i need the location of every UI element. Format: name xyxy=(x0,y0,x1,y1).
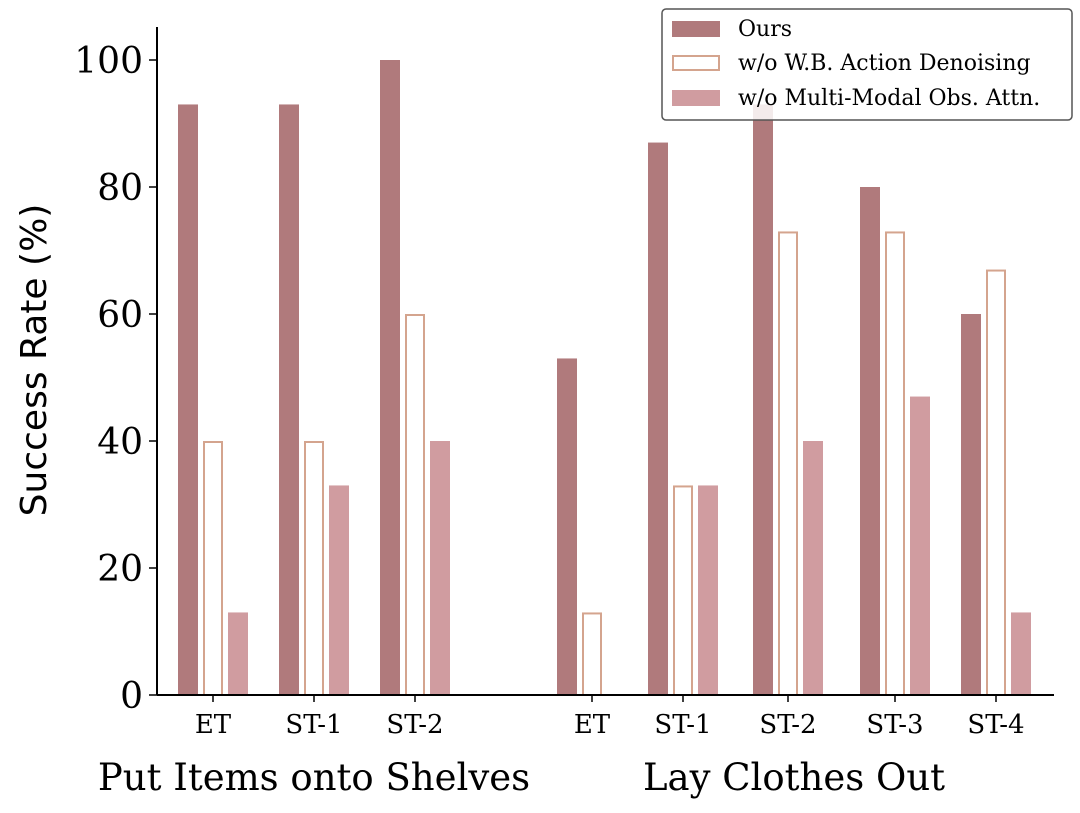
bar-ours-0-2 xyxy=(380,60,400,695)
group-label: Lay Clothes Out xyxy=(643,756,945,799)
x-tick-label: ET xyxy=(195,710,232,740)
y-tick-label: 60 xyxy=(97,295,143,336)
bar-ours-1-1 xyxy=(648,142,668,696)
x-tick-label: ST-4 xyxy=(967,710,1024,740)
legend-label: w/o Multi-Modal Obs. Attn. xyxy=(738,86,1040,111)
bar-ours-1-2 xyxy=(753,104,773,695)
y-tick-label: 20 xyxy=(97,549,143,590)
legend-label: w/o W.B. Action Denoising xyxy=(738,51,1031,76)
bar-w-o-multi-modal-obs-attn--1-3 xyxy=(910,396,930,695)
bar-w-o-multi-modal-obs-attn--1-4 xyxy=(1011,612,1031,695)
bar-w-o-w-b-action-denoising-1-0 xyxy=(582,612,602,697)
bar-w-o-w-b-action-denoising-1-1 xyxy=(673,485,693,697)
legend-box xyxy=(661,8,1073,121)
bar-w-o-w-b-action-denoising-1-4 xyxy=(986,269,1006,696)
x-tick-label: ST-2 xyxy=(386,710,443,740)
bar-ours-0-0 xyxy=(178,104,198,695)
x-tick-label: ST-1 xyxy=(654,710,711,740)
legend-label: Ours xyxy=(738,17,792,42)
y-tick-label: 40 xyxy=(97,422,143,463)
bar-ours-1-3 xyxy=(860,187,880,695)
y-axis-title: Success Rate (%) xyxy=(14,204,55,517)
x-tick-label: ST-1 xyxy=(285,710,342,740)
bar-ours-1-4 xyxy=(961,314,981,695)
bar-w-o-multi-modal-obs-attn--0-0 xyxy=(228,612,248,695)
bar-w-o-multi-modal-obs-attn--1-1 xyxy=(698,485,718,695)
bar-w-o-w-b-action-denoising-1-3 xyxy=(885,231,905,696)
x-tick-label: ST-3 xyxy=(866,710,923,740)
legend-swatch xyxy=(672,55,720,71)
group-label: Put Items onto Shelves xyxy=(98,756,530,799)
legend-swatch xyxy=(672,21,720,37)
x-tick-label: ST-2 xyxy=(759,710,816,740)
legend: Ours w/o W.B. Action Denoising w/o Multi-M… xyxy=(661,8,1073,121)
bar-w-o-w-b-action-denoising-0-1 xyxy=(304,441,324,696)
bar-w-o-w-b-action-denoising-1-2 xyxy=(778,231,798,696)
y-tick-label: 100 xyxy=(74,41,143,82)
legend-swatch xyxy=(672,90,720,106)
bar-w-o-multi-modal-obs-attn--0-1 xyxy=(329,485,349,695)
x-tick-label: ET xyxy=(574,710,611,740)
bar-w-o-w-b-action-denoising-0-0 xyxy=(203,441,223,696)
bar-w-o-multi-modal-obs-attn--1-2 xyxy=(803,441,823,695)
y-tick-label: 80 xyxy=(97,168,143,209)
bar-w-o-multi-modal-obs-attn--0-2 xyxy=(430,441,450,695)
bar-w-o-w-b-action-denoising-0-2 xyxy=(405,314,425,696)
bar-ours-1-0 xyxy=(557,358,577,695)
bar-ours-0-1 xyxy=(279,104,299,695)
y-tick-label: 0 xyxy=(120,676,143,717)
